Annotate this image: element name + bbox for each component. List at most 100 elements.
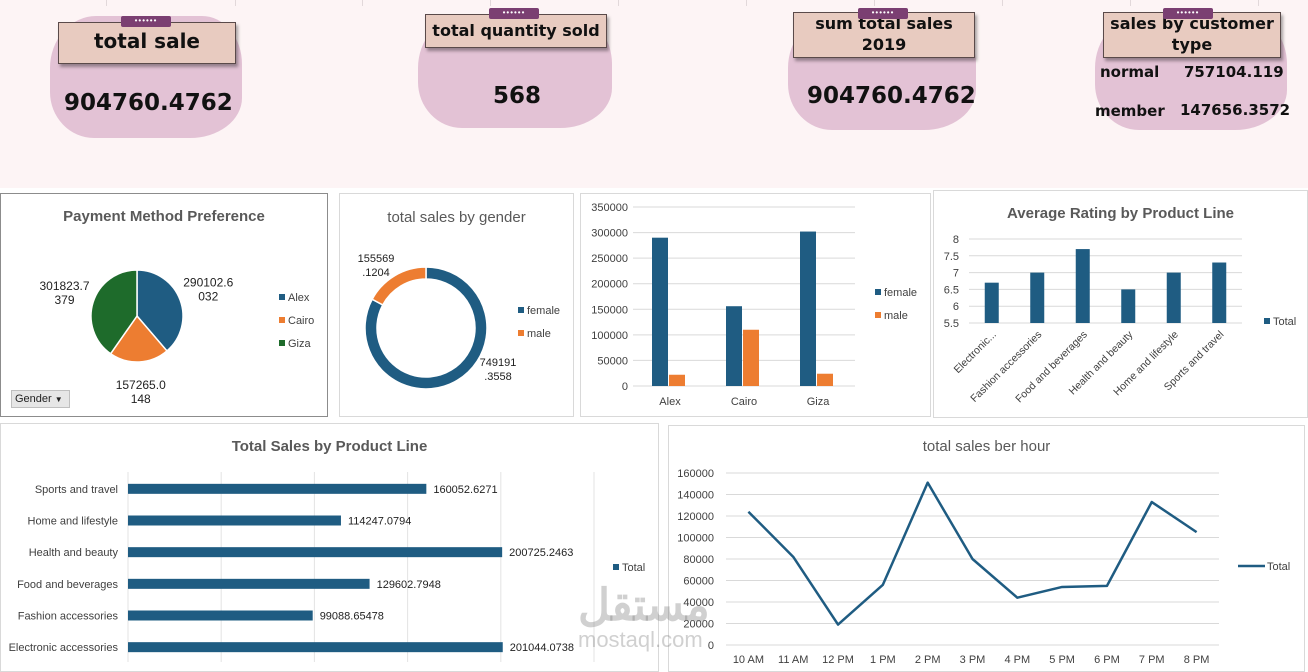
kpi-label-line: sales by customer: [1110, 14, 1274, 33]
kpi-label-line: sum total sales: [815, 14, 953, 33]
y-tick-label: 300000: [591, 228, 628, 240]
sheet-gridline: [235, 0, 236, 6]
y-tick-label: Health and beauty: [29, 547, 119, 559]
y-tick-label: 160000: [677, 468, 714, 480]
bar-product-sales: [128, 483, 427, 494]
legend-swatch: [1264, 318, 1270, 324]
donut-slice-male: [371, 266, 427, 306]
legend-label: Giza: [288, 338, 312, 350]
sheet-gridline: [746, 0, 747, 6]
sheet-gridline: [874, 0, 875, 6]
kpi-label-line: type: [1171, 35, 1213, 54]
data-label: 99088.65478: [320, 611, 384, 623]
line-chart-svg: 0 20000 40000 60000 80000 100000 120000 140000 1…: [677, 468, 1290, 666]
kpi-label-total-quantity: total quantity sold: [425, 14, 607, 48]
legend-swatch: [279, 317, 285, 323]
bar-rating: [1030, 272, 1045, 323]
clustered-bar-svg: 0 50000 100000 150000 200000 250000 300000 3500…: [591, 202, 917, 408]
legend-label: Total: [1273, 316, 1296, 328]
y-tick-label: 8: [953, 234, 959, 246]
y-tick-label: 20000: [683, 619, 714, 631]
y-tick-label: 0: [708, 640, 714, 652]
donut-slice-female: [364, 266, 488, 390]
watermark-arabic: مستقل: [578, 581, 710, 630]
legend-swatch: [518, 330, 524, 336]
legend-label: Total: [1267, 561, 1290, 573]
customer-type-name: normal: [1100, 63, 1160, 81]
chart-title: Average Rating by Product Line: [1007, 205, 1234, 222]
y-tick-label: 100000: [677, 533, 714, 545]
bar-rating: [984, 282, 999, 323]
bar-female-cairo: [726, 306, 742, 386]
y-tick-label: 7: [953, 268, 959, 280]
bar-rating: [1212, 262, 1227, 323]
x-tick-label: 11 AM: [778, 654, 808, 666]
x-tick-label: Cairo: [731, 396, 757, 408]
chart-average-rating[interactable]: Average Rating by Product Line 5.5 6 6.5 7 7…: [933, 190, 1308, 418]
bar-male-alex: [669, 374, 685, 386]
y-tick-label: 250000: [591, 253, 628, 265]
x-tick-label: 6 PM: [1094, 654, 1120, 666]
pie-slice-giza: [90, 269, 138, 355]
bar-male-cairo: [743, 329, 759, 386]
data-label: 200725.2463: [509, 547, 573, 559]
kpi-label-total-sale: total sale: [58, 22, 236, 64]
data-label: 301823.7: [39, 279, 89, 293]
pin-icon: ••••••: [858, 8, 908, 19]
pin-icon: ••••••: [489, 8, 539, 19]
watermark-url: mostaql.com: [578, 627, 703, 652]
data-label: 749191: [480, 357, 517, 369]
x-tick-label: 2 PM: [915, 654, 941, 666]
horizontal-bar-svg: Sports and travel 160052.6271 Home and lif…: [9, 472, 645, 662]
bar-product-sales: [128, 610, 313, 621]
x-tick-label: 12 PM: [822, 654, 854, 666]
y-tick-label: 7.5: [944, 251, 959, 263]
data-label: 157265.0: [116, 378, 166, 392]
y-tick-label: 60000: [683, 576, 714, 588]
chart-title: total sales ber hour: [922, 438, 1051, 455]
chart-title: total sales by gender: [387, 209, 526, 226]
filter-label: Gender: [15, 393, 52, 405]
chart-sales-by-gender[interactable]: total sales by gender 749191 .3558 155569.…: [339, 193, 574, 417]
gender-filter-button[interactable]: Gender ▼: [11, 390, 70, 408]
chart-city-gender[interactable]: 0 50000 100000 150000 200000 250000 300000 3500…: [580, 193, 931, 417]
bar-rating: [1075, 249, 1090, 323]
data-label: 129602.7948: [377, 579, 441, 591]
sheet-gridline: [1002, 0, 1003, 6]
y-tick-label: 40000: [683, 597, 714, 609]
sheet-gridline: [362, 0, 363, 6]
legend-label: female: [884, 287, 917, 299]
data-label: .3558: [484, 371, 512, 383]
y-tick-label: 150000: [591, 304, 628, 316]
chart-sales-by-hour[interactable]: total sales ber hour 0 20000 40000 60000 800…: [668, 425, 1305, 672]
data-label: .1204: [362, 267, 390, 279]
x-tick-label: 5 PM: [1049, 654, 1075, 666]
x-tick-label: Alex: [659, 396, 681, 408]
y-tick-label: Home and lifestyle: [28, 516, 119, 528]
y-tick-label: Fashion accessories: [18, 611, 119, 623]
legend-swatch: [875, 312, 881, 318]
legend-swatch: [279, 340, 285, 346]
x-tick-label: 7 PM: [1139, 654, 1165, 666]
sheet-gridline: [618, 0, 619, 6]
chart-payment-method[interactable]: Payment Method Preference 290102.6 032 157…: [0, 193, 328, 417]
customer-type-value: 147656.3572: [1180, 101, 1291, 119]
y-tick-label: Sports and travel: [35, 484, 118, 496]
y-tick-label: 6.5: [944, 284, 959, 296]
bar-product-sales: [128, 578, 370, 589]
kpi-value-total-quantity: 568: [493, 83, 542, 109]
bar-female-giza: [800, 231, 816, 386]
x-tick-label: 1 PM: [870, 654, 896, 666]
chart-sales-by-product[interactable]: Total Sales by Product Line Sports and t…: [0, 423, 659, 672]
legend-label: Total: [622, 562, 645, 574]
bar-rating: [1121, 289, 1136, 323]
data-label: 160052.6271: [433, 484, 497, 496]
donut-chart-svg: 749191 .3558 155569 .1204 female male: [358, 253, 560, 390]
y-tick-label: 100000: [591, 330, 628, 342]
legend-label: Cairo: [288, 315, 314, 327]
data-label: 201044.0738: [510, 642, 574, 654]
legend-label: male: [884, 310, 908, 322]
x-tick-label: 4 PM: [1004, 654, 1030, 666]
